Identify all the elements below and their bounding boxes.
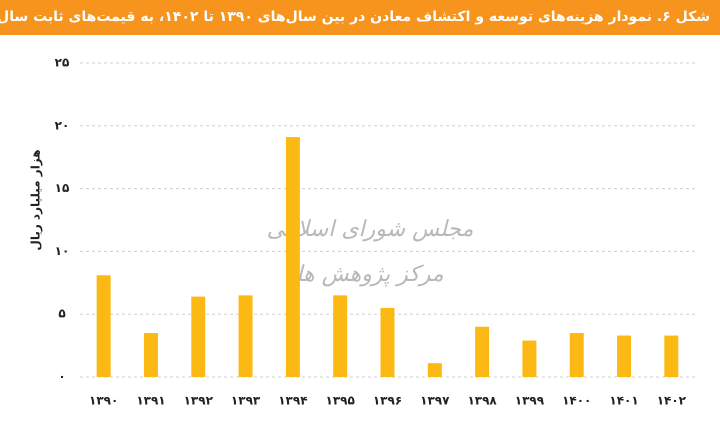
y-tick-label: ۱۰ — [55, 244, 70, 258]
bar — [617, 335, 632, 377]
chart-title: شکل ۶. نمودار هزینه‌های توسعه و اکتشاف م… — [0, 0, 720, 35]
bar — [664, 335, 679, 377]
x-tick-label: ۱۳۹۸ — [467, 394, 497, 408]
x-tick-label: ۱۳۹۳ — [231, 394, 261, 408]
y-tick-label: ۲۰ — [55, 118, 70, 132]
x-tick-label: ۱۳۹۱ — [136, 394, 165, 408]
y-axis-label: هزار میلیارد ریال — [29, 149, 43, 250]
x-tick-label: ۱۴۰۰ — [562, 394, 591, 408]
bar — [191, 296, 206, 377]
y-tick-label: ۰ — [58, 370, 65, 384]
x-tick-label: ۱۳۹۶ — [373, 394, 402, 408]
watermark: مرکز پژوهش ها — [296, 262, 444, 287]
watermark: مجلس شورای اسلامی — [267, 217, 474, 242]
x-tick-label: ۱۳۹۷ — [420, 394, 450, 408]
x-tick-label: ۱۳۹۹ — [515, 394, 545, 408]
bar — [96, 275, 111, 377]
bar — [238, 295, 253, 377]
x-tick-label: ۱۳۹۰ — [89, 394, 118, 408]
bar — [427, 363, 442, 377]
x-tick-label: ۱۳۹۵ — [326, 394, 355, 408]
bar — [285, 137, 300, 377]
x-tick-label: ۱۴۰۱ — [609, 394, 638, 408]
bar — [143, 333, 158, 377]
y-tick-label: ۵ — [58, 307, 65, 321]
chart: مجلس شورای اسلامی مرکز پژوهش ها هزار میل… — [29, 56, 695, 408]
bar — [522, 340, 537, 377]
y-tick-label: ۲۵ — [55, 56, 70, 70]
x-tick-label: ۱۴۰۲ — [657, 394, 687, 408]
bar — [333, 295, 348, 377]
bar — [569, 333, 584, 377]
bar — [380, 307, 395, 377]
bar — [475, 326, 490, 377]
x-tick-label: ۱۳۹۴ — [278, 394, 307, 408]
x-tick-label: ۱۳۹۲ — [184, 394, 214, 408]
y-tick-label: ۱۵ — [55, 181, 70, 195]
